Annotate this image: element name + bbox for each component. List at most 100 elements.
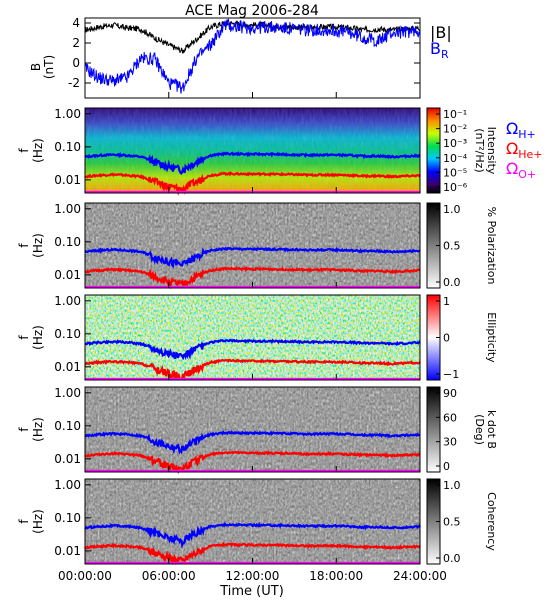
gyrofrequency-line-he-plus — [84, 450, 421, 475]
colorbar-tick-label: 90 — [443, 387, 457, 400]
spectrogram-y-tick-label: 1.00 — [54, 107, 81, 121]
legend-gyro-he-plus: ΩHe+ — [506, 139, 543, 161]
spectrogram-intensity-texture — [85, 108, 420, 193]
panel-b-y-tick-label: 0 — [72, 56, 80, 70]
colorbar-tick-label: 0.5 — [443, 240, 461, 253]
legend-bmag: |B| — [430, 23, 452, 42]
colorbar-intensity — [426, 107, 441, 194]
spectrogram-panels: 1.000.100.01f (Hz)10⁻¹10⁻²10⁻³10⁻⁴10⁻⁵10⁻… — [17, 107, 498, 566]
spectrogram-panel-coherency: 1.00 0.10 0.01 f (Hz) 1.0 0.5 0.0 Coherency — [17, 478, 498, 566]
spectrogram-y-tick-label: 0.01 — [54, 544, 81, 558]
spectrogram-ellipticity-image — [85, 295, 420, 380]
legend-gyro-symbol: Ω — [506, 119, 518, 138]
spectrogram-y-tick-label: 0.10 — [54, 511, 81, 525]
colorbar-title: Ellipticity — [485, 312, 498, 363]
colorbar-tick-label: 10⁻⁴ — [443, 152, 468, 165]
panel-b-yunit: (nT) — [42, 55, 56, 79]
gyrofrequency-line-h-plus — [84, 246, 421, 269]
colorbar-tick-label: 10⁻³ — [443, 137, 467, 150]
panel-b-field: 420-2 B (nT) |B| BR — [29, 16, 452, 99]
spectrogram-y-tick-label: 0.01 — [54, 360, 81, 374]
gyrofrequency-line-h-plus — [84, 338, 421, 361]
series-br-line — [84, 17, 421, 94]
gyrofrequency-line-h-plus — [84, 151, 421, 176]
spectrogram-panel-intensity: 1.00 0.10 0.01 f (Hz) 10⁻¹ 10⁻²10⁻³ 10⁻⁴10⁻⁵ 10⁻… — [17, 107, 498, 196]
spectrogram-polarization-image — [85, 203, 420, 288]
colorbar-title: % Polarization — [485, 207, 498, 285]
x-tick-label: 06:00:00 — [142, 569, 196, 583]
spectrogram-y-tick-label: 0.10 — [54, 235, 81, 249]
gyrofrequency-line-he-plus — [84, 171, 421, 196]
gyrofrequency-line-he-plus — [84, 266, 421, 290]
spectrogram-y-tick-label: 0.01 — [54, 173, 81, 187]
spectrogram-y-tick-label: 0.10 — [54, 419, 81, 433]
spectrogram-kdotb-image — [85, 387, 420, 472]
gyrofrequency-line-h-plus — [84, 430, 421, 455]
x-tick-label: 24:00:00 — [393, 569, 447, 583]
colorbar-tick-label: 1.0 — [443, 479, 461, 492]
colorbar-title: Intensity — [485, 127, 498, 175]
legend-br-main: B — [430, 39, 441, 58]
spectrogram-yunit: (Hz) — [31, 233, 45, 258]
colorbar-tick-label: 0.5 — [443, 516, 461, 529]
colorbar-tick-label: 1 — [443, 295, 450, 308]
spectrogram-y-tick-label: 0.01 — [54, 452, 81, 466]
x-axis-label: Time (UT) — [219, 584, 284, 599]
gyrofrequency-legend: ΩH+ΩHe+ΩO+ — [506, 119, 543, 181]
panel-b-y-tick-label: 2 — [72, 36, 80, 50]
spectrogram-y-tick-label: 0.01 — [54, 268, 81, 282]
x-tick-label: 18:00:00 — [309, 569, 363, 583]
legend-gyro-symbol: Ω — [506, 139, 518, 158]
spectrogram-panel-ellipticity: 1.00 0.10 0.01 f (Hz) 1 0 −1 Ellipticity — [17, 294, 498, 381]
spectrogram-y-tick-label: 1.00 — [54, 478, 81, 492]
spectrogram-coherency-image — [85, 479, 420, 564]
spectrogram-yunit: (Hz) — [31, 417, 45, 442]
legend-gyro-subscript: O+ — [518, 168, 536, 181]
panel-b-y-tick-label: -2 — [68, 76, 80, 90]
spectrogram-yunit: (Hz) — [31, 138, 45, 163]
series-bmag-line — [84, 19, 420, 54]
x-tick-label: 12:00:00 — [226, 569, 280, 583]
legend-br: BR — [430, 39, 449, 61]
spectrogram-yunit: (Hz) — [31, 509, 45, 534]
colorbar-tick-label: 1.0 — [443, 203, 461, 216]
colorbar-tick-label: 0 — [443, 332, 450, 345]
spectrogram-ylabel: f — [17, 335, 31, 340]
panel-b-y-tick-label: 4 — [72, 16, 80, 30]
x-tick-label: 00:00:00 — [58, 569, 112, 583]
spectrogram-y-tick-label: 1.00 — [54, 386, 81, 400]
spectrogram-y-tick-label: 1.00 — [54, 202, 81, 216]
spectrogram-y-tick-label: 1.00 — [54, 294, 81, 308]
legend-gyro-subscript: H+ — [518, 128, 536, 141]
colorbar-tick-label: 30 — [443, 436, 457, 449]
spectrogram-panel-kdotb: 1.00 0.10 0.01 f (Hz) 90 60 30 0 k dot B(Deg) — [17, 386, 498, 475]
colorbar-tick-label: 0.0 — [443, 276, 461, 289]
colorbar-unit: (Deg) — [473, 414, 486, 445]
spectrogram-ylabel: f — [17, 243, 31, 248]
gyrofrequency-line-he-plus — [84, 541, 421, 566]
figure-title: ACE Mag 2006-284 — [185, 3, 319, 19]
panel-b-ylabel: B — [29, 63, 43, 71]
spectrogram-panel-polarization: 1.00 0.10 0.01 f (Hz) 1.0 0.5 0.0 % Polarization — [17, 202, 498, 290]
legend-gyro-h-plus: ΩH+ — [506, 119, 536, 141]
spectrogram-ylabel: f — [17, 519, 31, 524]
colorbar-unit: (nT²/Hz) — [473, 128, 486, 172]
gyrofrequency-line-h-plus — [84, 521, 421, 549]
legend-br-sub: R — [441, 48, 449, 61]
spectrogram-ylabel: f — [17, 148, 31, 153]
colorbar-tick-label: 0 — [443, 460, 450, 473]
colorbar-tick-label: 60 — [443, 411, 457, 424]
spectrogram-yunit: (Hz) — [31, 325, 45, 350]
spectrogram-y-tick-label: 0.10 — [54, 327, 81, 341]
legend-gyro-subscript: He+ — [518, 148, 542, 161]
spectrogram-ylabel: f — [17, 427, 31, 432]
x-axis-tick-labels: 00:00:00 06:00:00 12:00:00 18:00:00 24:00:00 — [58, 569, 447, 583]
legend-gyro-symbol: Ω — [506, 159, 518, 178]
gyrofrequency-line-he-plus — [84, 358, 421, 381]
legend-gyro-o-plus: ΩO+ — [506, 159, 536, 181]
colorbar-title: k dot B — [485, 410, 498, 449]
colorbar-title: Coherency — [485, 492, 498, 551]
colorbar-tick-label: −1 — [443, 368, 459, 381]
colorbar-tick-label: 10⁻⁶ — [443, 181, 468, 194]
